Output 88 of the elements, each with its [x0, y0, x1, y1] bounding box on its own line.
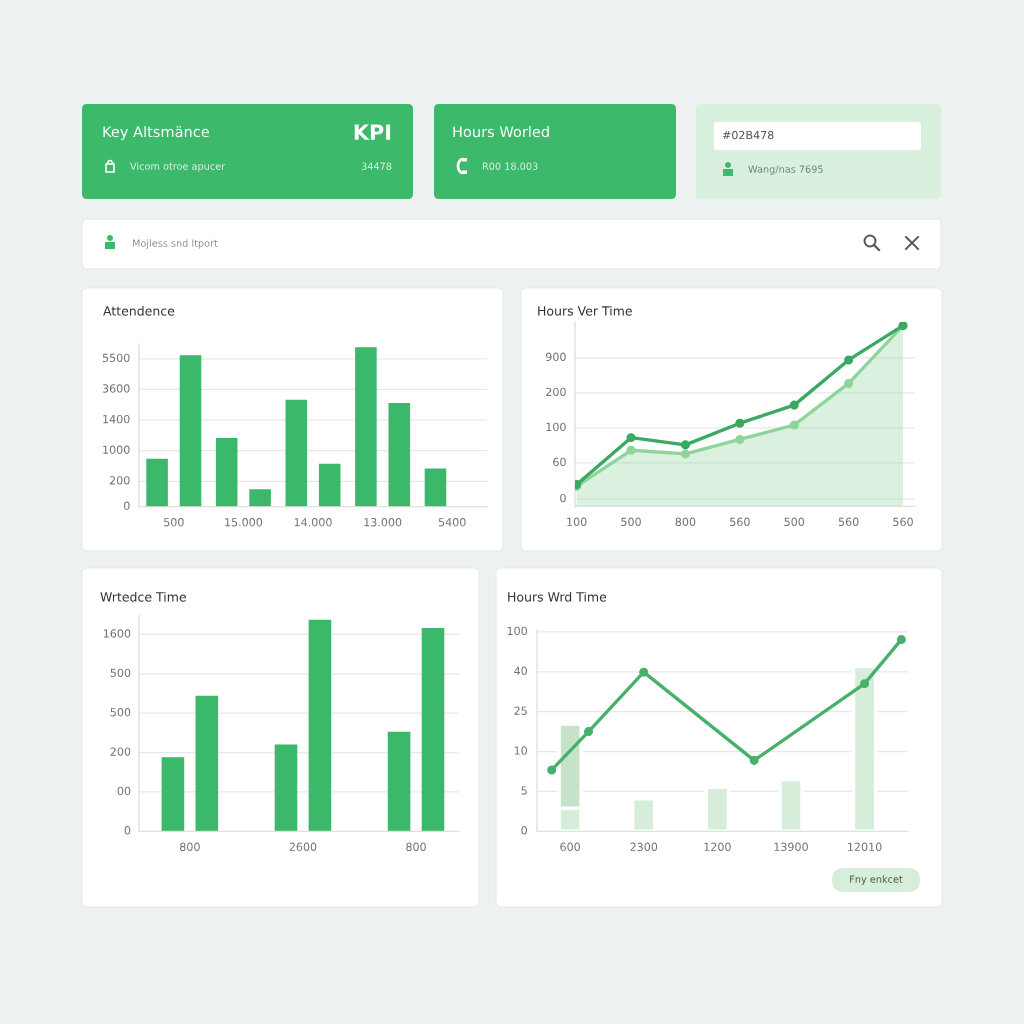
x-tick-label: 2600	[289, 842, 317, 852]
text: 1000	[103, 445, 130, 454]
x-tick-label: 1200	[704, 842, 731, 852]
x-tick-label: 5400	[438, 518, 466, 527]
x-tick-label: 800	[180, 842, 200, 852]
x-tick-label: 800	[675, 517, 696, 527]
point	[896, 635, 906, 645]
point	[789, 400, 799, 410]
text: Wang/nas 7695	[748, 165, 823, 175]
chart-title: Hours Ver Time	[538, 305, 632, 316]
point	[680, 449, 690, 459]
x-tick-label: 13.000	[364, 518, 402, 527]
chart-title: Hours Wrd Time	[508, 591, 607, 602]
x-tick-label: 560	[838, 517, 859, 527]
text: 40	[514, 666, 527, 676]
text: #02B478	[722, 130, 774, 140]
text: 34478	[361, 162, 392, 170]
text: Key Altsmänce	[103, 125, 210, 141]
bar	[274, 744, 298, 832]
point	[735, 418, 745, 428]
text: 00	[117, 786, 131, 796]
text: 5	[521, 786, 527, 795]
x-tick-label: 600	[560, 842, 580, 852]
x-tick-label: 500	[621, 517, 641, 527]
x-tick-label: 15.000	[225, 518, 263, 527]
text: 1400	[103, 414, 130, 424]
text: 0	[560, 493, 566, 503]
x-tick-label: 13900	[774, 842, 808, 852]
text: 1600	[103, 629, 131, 638]
text: 900	[545, 352, 566, 361]
x-tick-label: 500	[784, 517, 805, 527]
x-tick-label: 2300	[630, 842, 658, 852]
bar	[285, 399, 308, 507]
x-tick-label: 100	[567, 517, 587, 527]
point	[626, 445, 636, 455]
x-tick-label: 800	[406, 842, 426, 852]
point	[735, 434, 745, 444]
text: 500	[110, 668, 131, 678]
bar	[308, 619, 332, 832]
x-tick-label: 560	[893, 517, 913, 527]
point	[860, 679, 870, 689]
bar	[388, 403, 411, 507]
point	[844, 355, 854, 365]
bar	[179, 355, 202, 507]
x-tick-label: 560	[730, 517, 750, 527]
bar	[195, 695, 219, 832]
bar	[249, 489, 271, 507]
text: 25	[514, 706, 527, 715]
text: Hours Worled	[453, 125, 549, 138]
text: KPI	[354, 124, 391, 140]
text: Mojless snd ltport	[132, 239, 218, 249]
x-tick-label: 14.000	[294, 518, 332, 527]
bar	[161, 757, 185, 832]
x-tick-label: 12010	[848, 842, 882, 852]
text: 100	[507, 626, 527, 636]
text: 0	[123, 501, 130, 510]
text: 0	[521, 826, 527, 835]
text: 10	[514, 746, 527, 755]
point	[789, 420, 799, 430]
chart-title: Attendence	[103, 305, 175, 316]
bar	[421, 628, 445, 832]
point	[844, 378, 854, 388]
x-tick-label: 500	[164, 518, 184, 527]
point	[680, 440, 690, 450]
text: 3600	[102, 384, 130, 393]
bar	[215, 438, 238, 507]
point	[639, 667, 649, 677]
text: 200	[546, 387, 566, 397]
text: Vicom otroe apucer	[130, 162, 226, 172]
text: 500	[110, 708, 131, 717]
bar	[387, 731, 411, 832]
text: 60	[553, 457, 566, 467]
text: 200	[110, 747, 131, 756]
bar	[424, 468, 447, 507]
point	[584, 727, 594, 737]
text: 0	[124, 826, 131, 835]
bar	[146, 458, 168, 507]
bar	[318, 463, 341, 507]
text: R00 18.003	[482, 162, 538, 170]
point	[749, 755, 759, 765]
point	[547, 765, 557, 775]
text: 100	[546, 422, 566, 432]
text: Fny enkcet	[850, 875, 903, 885]
text: 5500	[102, 353, 130, 363]
bar	[355, 347, 377, 507]
point	[626, 433, 636, 443]
chart-title: Wrtedce Time	[100, 591, 186, 602]
text: 200	[109, 476, 130, 485]
